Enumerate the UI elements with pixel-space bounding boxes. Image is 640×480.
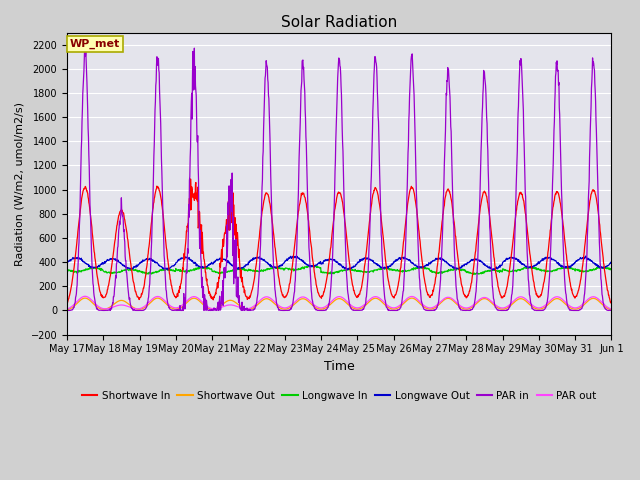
Line: PAR in: PAR in xyxy=(67,46,611,311)
Text: WP_met: WP_met xyxy=(70,38,120,49)
X-axis label: Time: Time xyxy=(324,360,355,373)
Shortwave Out xyxy=(171,306,179,312)
Line: PAR out: PAR out xyxy=(67,296,611,309)
Shortwave Out xyxy=(408,295,415,301)
PAR in xyxy=(172,307,179,312)
PAR out xyxy=(81,293,89,299)
PAR out xyxy=(543,301,550,307)
Shortwave Out xyxy=(245,306,253,312)
Shortwave Out xyxy=(424,306,431,312)
PAR out xyxy=(184,297,192,302)
Longwave In xyxy=(607,267,615,273)
Line: Shortwave In: Shortwave In xyxy=(67,179,611,305)
Shortwave In xyxy=(543,259,550,264)
PAR out xyxy=(607,306,615,312)
Shortwave Out xyxy=(63,307,71,312)
Shortwave In xyxy=(171,294,179,300)
Shortwave In xyxy=(245,296,253,301)
PAR in xyxy=(495,307,503,313)
Longwave In xyxy=(471,272,479,277)
Line: Longwave Out: Longwave Out xyxy=(67,256,611,270)
Shortwave In xyxy=(63,302,71,308)
Longwave Out xyxy=(607,259,615,265)
Longwave Out xyxy=(245,260,253,266)
Shortwave Out xyxy=(607,307,615,312)
PAR in xyxy=(245,307,253,313)
Y-axis label: Radiation (W/m2, umol/m2/s): Radiation (W/m2, umol/m2/s) xyxy=(15,102,25,265)
Line: Shortwave Out: Shortwave Out xyxy=(67,298,611,310)
Longwave In xyxy=(495,268,503,274)
Longwave In xyxy=(171,268,179,274)
Longwave In xyxy=(63,267,71,273)
Longwave In xyxy=(245,267,253,273)
PAR in xyxy=(424,308,432,313)
Longwave Out xyxy=(495,264,502,269)
Longwave In xyxy=(308,263,316,269)
PAR in xyxy=(63,308,71,313)
Longwave Out xyxy=(543,254,550,260)
Longwave In xyxy=(184,268,192,274)
PAR in xyxy=(81,43,88,49)
Longwave In xyxy=(424,265,431,271)
Title: Solar Radiation: Solar Radiation xyxy=(281,15,397,30)
Longwave Out xyxy=(489,267,497,273)
Shortwave In xyxy=(187,176,195,182)
Longwave In xyxy=(543,269,551,275)
PAR out xyxy=(63,306,71,312)
Shortwave In xyxy=(184,221,192,227)
PAR in xyxy=(543,299,551,305)
Longwave Out xyxy=(582,253,589,259)
Line: Longwave In: Longwave In xyxy=(67,266,611,275)
Shortwave In xyxy=(607,299,615,305)
Shortwave Out xyxy=(184,299,192,304)
Shortwave Out xyxy=(495,305,502,311)
Legend: Shortwave In, Shortwave Out, Longwave In, Longwave Out, PAR in, PAR out: Shortwave In, Shortwave Out, Longwave In… xyxy=(77,386,601,405)
Longwave Out xyxy=(184,256,192,262)
PAR in xyxy=(607,308,615,313)
Shortwave Out xyxy=(543,303,550,309)
PAR out xyxy=(245,306,253,312)
PAR in xyxy=(184,231,192,237)
PAR out xyxy=(424,305,431,311)
Shortwave In xyxy=(495,286,502,292)
PAR out xyxy=(172,305,179,311)
Longwave Out xyxy=(63,260,71,266)
Shortwave In xyxy=(424,292,431,298)
Longwave Out xyxy=(424,262,431,268)
PAR out xyxy=(495,304,502,310)
PAR in xyxy=(278,308,286,313)
Longwave Out xyxy=(171,262,179,267)
